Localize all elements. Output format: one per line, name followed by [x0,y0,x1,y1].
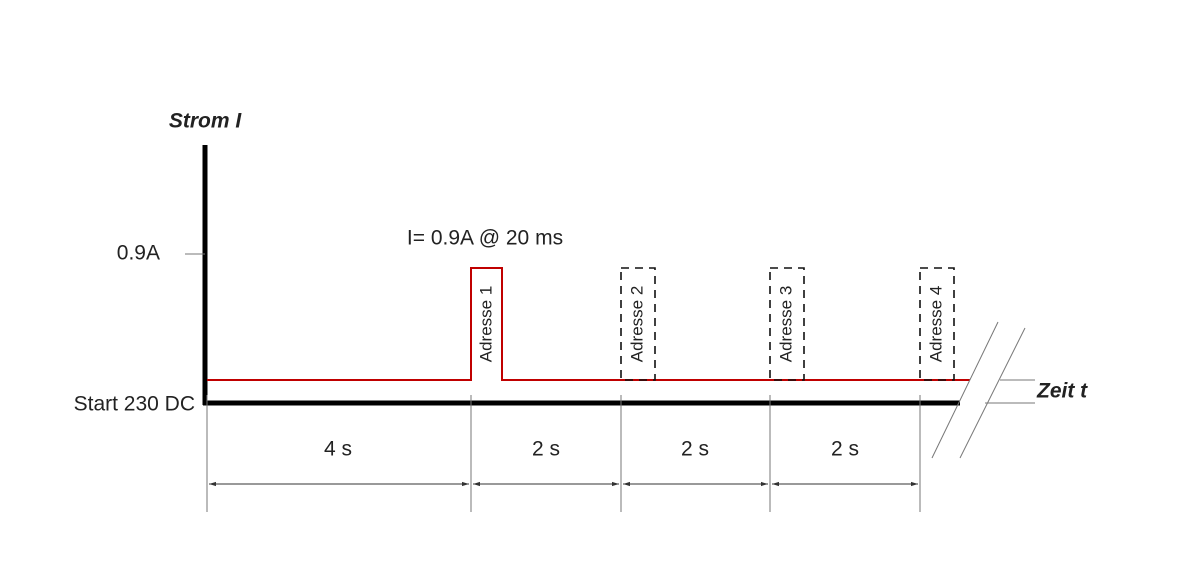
interval-label: 2 s [831,438,859,461]
x-axis-label: Zeit t [1036,380,1088,403]
axis-break [931,321,999,459]
pulse-label: Adresse 1 [476,286,495,363]
interval-label: 2 s [532,438,560,461]
pulse-label: Adresse 2 [627,286,646,363]
dimension-lines [206,395,921,512]
pulse-label: Adresse 4 [926,286,945,363]
interval-label: 4 s [324,438,352,461]
pulse-box [769,267,805,381]
axis-break [959,327,1026,459]
annotation: I= 0.9A @ 20 ms [407,227,563,250]
current-trace [207,267,970,381]
pulse-box [620,267,656,381]
pulse-label: Adresse 3 [776,286,795,363]
y-tick-label: 0.9A [117,242,160,265]
interval-label: 2 s [681,438,709,461]
origin-label: Start 230 DC [74,393,195,416]
y-axis-label: Strom I [169,110,243,133]
pulse-box [919,267,955,381]
